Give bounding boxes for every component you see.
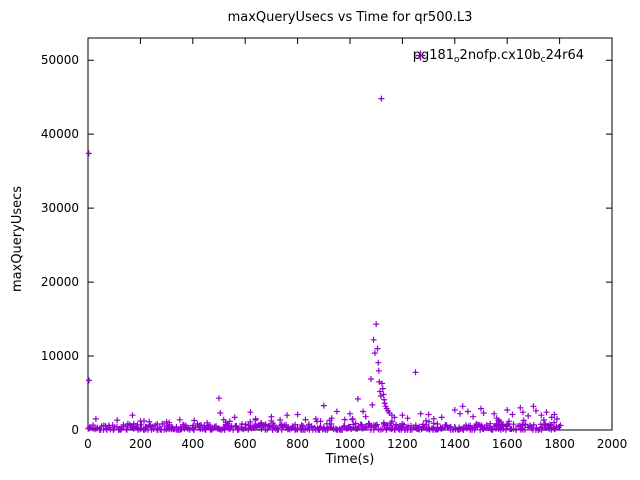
legend-label-segment: 2nofp.cx10b [459,48,541,63]
y-axis-label: maxQueryUsecs [10,185,25,292]
x-axis-label: Time(s) [325,452,375,467]
axis-ticks [87,38,613,431]
plot-frame [87,37,613,431]
x-tick-label: 1200 [387,437,418,451]
y-tick-label: 40000 [41,127,79,141]
chart-title: maxQueryUsecs vs Time for qr500.L3 [227,10,473,25]
x-tick-label: 1000 [335,437,366,451]
y-tick-label: 30000 [41,201,79,215]
y-tick-label: 20000 [41,275,79,289]
legend-label-segment: 24r64 [545,48,584,63]
legend-label-segment: pg181 [412,48,455,63]
x-tick-label: 1600 [492,437,523,451]
legend: pg181o2nofp.cx10bc24r64 [413,48,584,65]
legend-label: pg181o2nofp.cx10bc24r64 [413,48,584,65]
legend-label-subscript: c [540,55,546,65]
y-tick-label: 50000 [41,53,79,67]
x-tick-label: 600 [234,437,257,451]
scatter-points-layer [85,95,564,433]
y-tick-label: 0 [71,423,79,437]
x-tick-label: 200 [129,437,152,451]
x-tick-label: 1400 [440,437,471,451]
x-tick-label: 400 [181,437,204,451]
x-tick-label: 800 [286,437,309,451]
legend-label-subscript: o [454,55,460,65]
x-tick-label: 2000 [597,437,628,451]
y-tick-label: 10000 [41,349,79,363]
x-tick-label: 0 [84,437,92,451]
x-tick-label: 1800 [544,437,575,451]
legend-plus-marker-icon [415,50,426,61]
